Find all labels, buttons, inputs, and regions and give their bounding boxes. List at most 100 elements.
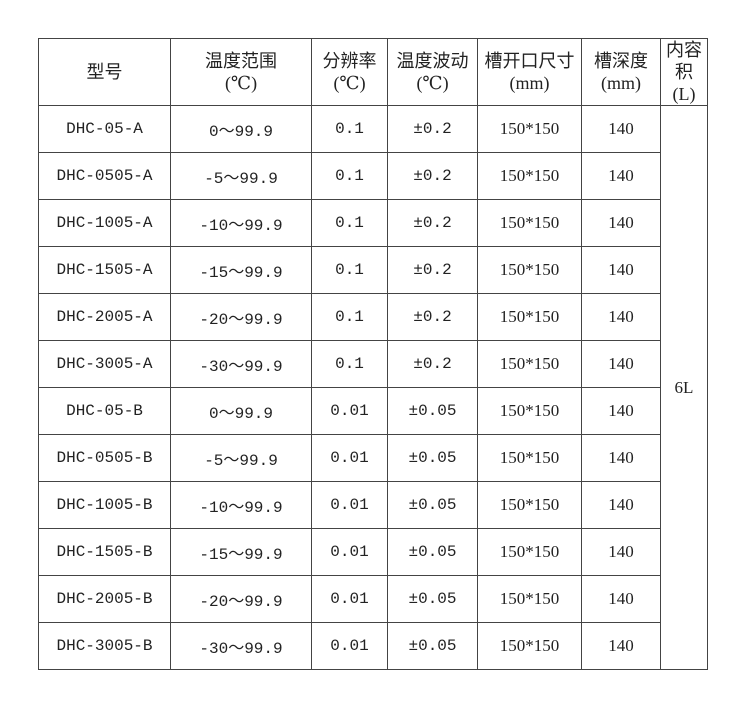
table-cell: -5～99.9 xyxy=(170,434,312,482)
table-row: DHC-2005-A -20～99.9 0.1 ±0.2 150*150 140 xyxy=(38,293,708,341)
table-row: DHC-1505-B -15～99.9 0.01 ±0.05 150*150 140 xyxy=(38,528,708,576)
table-cell: -20～99.9 xyxy=(170,293,312,341)
table-cell: 150*150 xyxy=(477,575,582,623)
table-cell: DHC-2005-A xyxy=(38,293,171,341)
table-row: DHC-3005-A -30～99.9 0.1 ±0.2 150*150 140 xyxy=(38,340,708,388)
header-unit: (℃) xyxy=(224,73,258,93)
table-cell: 140 xyxy=(581,434,661,482)
table-cell: DHC-3005-B xyxy=(38,622,171,670)
table-row: DHC-1505-A -15～99.9 0.1 ±0.2 150*150 140 xyxy=(38,246,708,294)
table-cell: ±0.05 xyxy=(387,528,478,576)
table-cell: -5～99.9 xyxy=(170,152,312,200)
header-title: 型号 xyxy=(86,62,123,82)
table-cell: -20～99.9 xyxy=(170,575,312,623)
column-header: 槽开口尺寸 (mm) xyxy=(477,38,582,106)
table-cell: ±0.05 xyxy=(387,481,478,529)
table-cell: 140 xyxy=(581,246,661,294)
table-cell: 0～99.9 xyxy=(170,105,312,153)
header-unit: (mm) xyxy=(601,73,641,93)
table-cell: 150*150 xyxy=(477,152,582,200)
table-cell: 0.1 xyxy=(311,152,388,200)
table-cell: 0.1 xyxy=(311,246,388,294)
table-cell: DHC-1005-B xyxy=(38,481,171,529)
table-cell: 0.01 xyxy=(311,622,388,670)
table-cell: 140 xyxy=(581,293,661,341)
table-cell: DHC-05-B xyxy=(38,387,171,435)
table-cell: 140 xyxy=(581,199,661,247)
table-row: DHC-0505-B -5～99.9 0.01 ±0.05 150*150 140 xyxy=(38,434,708,482)
table-cell: DHC-0505-A xyxy=(38,152,171,200)
header-title: 温度范围 xyxy=(205,51,277,71)
header-title: 槽开口尺寸 xyxy=(484,51,575,71)
table-cell: 140 xyxy=(581,340,661,388)
header-title: 内容积 xyxy=(666,40,702,82)
table-cell: ±0.05 xyxy=(387,622,478,670)
table-cell: 150*150 xyxy=(477,246,582,294)
table-cell: -10～99.9 xyxy=(170,199,312,247)
table-cell: 150*150 xyxy=(477,622,582,670)
table-cell: DHC-1505-A xyxy=(38,246,171,294)
table-cell: 140 xyxy=(581,481,661,529)
table-cell: ±0.05 xyxy=(387,387,478,435)
table-cell: 0.01 xyxy=(311,575,388,623)
table-row: DHC-0505-A -5～99.9 0.1 ±0.2 150*150 140 xyxy=(38,152,708,200)
table-cell: -10～99.9 xyxy=(170,481,312,529)
table-cell: 140 xyxy=(581,387,661,435)
table-row: DHC-1005-B -10～99.9 0.01 ±0.05 150*150 140 xyxy=(38,481,708,529)
table-cell: 0.01 xyxy=(311,387,388,435)
table-cell: 0.1 xyxy=(311,199,388,247)
column-header: 槽深度 (mm) xyxy=(581,38,661,106)
table-cell: DHC-1005-A xyxy=(38,199,171,247)
table-cell: 0～99.9 xyxy=(170,387,312,435)
table-cell: 0.1 xyxy=(311,340,388,388)
column-header: 分辨率 (℃) xyxy=(311,38,388,106)
table-cell: 0.1 xyxy=(311,105,388,153)
table-row: DHC-05-B 0～99.9 0.01 ±0.05 150*150 140 xyxy=(38,387,708,435)
header-row: 型号 温度范围 (℃) 分辨率 (℃) 温度波动 (℃) 槽开口尺寸 (mm) 槽深度 (mm) 内容… xyxy=(38,38,708,106)
table-cell: ±0.2 xyxy=(387,152,478,200)
table-cell: ±0.2 xyxy=(387,105,478,153)
header-unit: (℃) xyxy=(416,73,449,93)
spec-table: 型号 温度范围 (℃) 分辨率 (℃) 温度波动 (℃) 槽开口尺寸 (mm) 槽深度 (mm) 内容… xyxy=(38,38,708,670)
table-cell: 0.01 xyxy=(311,434,388,482)
table-cell: -30～99.9 xyxy=(170,622,312,670)
column-header: 温度范围 (℃) xyxy=(170,38,312,106)
column-header: 内容积 (L) xyxy=(660,38,708,106)
table-cell: 0.01 xyxy=(311,528,388,576)
table-cell: 140 xyxy=(581,152,661,200)
column-header: 型号 xyxy=(38,38,171,106)
header-title: 槽深度 xyxy=(594,51,648,71)
table-cell: 150*150 xyxy=(477,105,582,153)
table-cell: ±0.2 xyxy=(387,293,478,341)
table-cell: 0.1 xyxy=(311,293,388,341)
table-cell: 0.01 xyxy=(311,481,388,529)
table-cell: 150*150 xyxy=(477,481,582,529)
table-cell: -30～99.9 xyxy=(170,340,312,388)
header-title: 温度波动 xyxy=(396,51,469,71)
table-cell: -15～99.9 xyxy=(170,246,312,294)
header-unit: (L) xyxy=(672,84,696,104)
table-cell: ±0.05 xyxy=(387,434,478,482)
table-cell: 150*150 xyxy=(477,199,582,247)
header-unit: (℃) xyxy=(333,73,366,93)
table-row: DHC-1005-A -10～99.9 0.1 ±0.2 150*150 140 xyxy=(38,199,708,247)
column-header: 温度波动 (℃) xyxy=(387,38,478,106)
table-cell: 150*150 xyxy=(477,340,582,388)
table-cell: 140 xyxy=(581,622,661,670)
table-row: DHC-2005-B -20～99.9 0.01 ±0.05 150*150 140 xyxy=(38,575,708,623)
table-row: DHC-05-A 0～99.9 0.1 ±0.2 150*150 140 6L xyxy=(38,105,708,670)
table-cell: 140 xyxy=(581,528,661,576)
table-row: DHC-3005-B -30～99.9 0.01 ±0.05 150*150 140 xyxy=(38,622,708,670)
table-cell: -15～99.9 xyxy=(170,528,312,576)
table-cell: DHC-05-A xyxy=(38,105,171,153)
table-cell: 150*150 xyxy=(477,293,582,341)
volume-cell: 6L xyxy=(660,105,708,670)
header-unit: (mm) xyxy=(509,73,550,93)
table-cell: DHC-3005-A xyxy=(38,340,171,388)
table-cell: DHC-0505-B xyxy=(38,434,171,482)
table-cell: 150*150 xyxy=(477,528,582,576)
header-title: 分辨率 xyxy=(322,51,377,71)
table-cell: DHC-1505-B xyxy=(38,528,171,576)
table-cell: ±0.05 xyxy=(387,575,478,623)
table-cell: 150*150 xyxy=(477,387,582,435)
